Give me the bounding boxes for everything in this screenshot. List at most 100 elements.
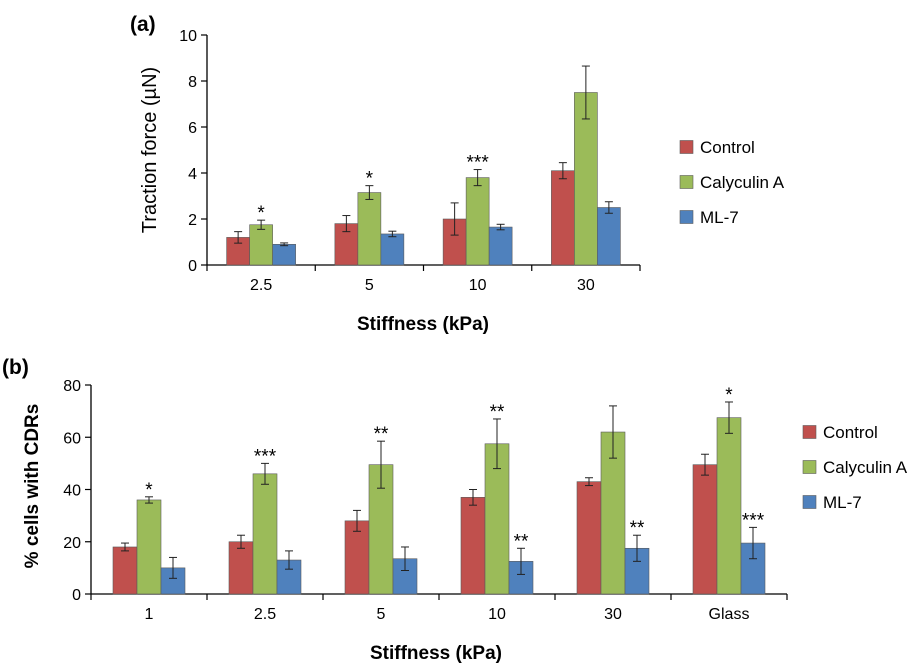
significance-ml-7-30-b: ** [630, 518, 645, 539]
bar-calyculin-a-2-5-b [252, 473, 278, 595]
x-tick-label-b: 10 [488, 606, 506, 623]
legend-swatch-control-a [679, 140, 694, 154]
x-tick-label-a: 30 [577, 277, 595, 294]
y-tick-label-b: 80 [63, 378, 81, 395]
error-bar-control-10-b [469, 489, 477, 506]
legend-item-ml-7-b: ML-7 [802, 493, 862, 512]
x-axis-title-a: Stiffness (kPa) [357, 314, 489, 335]
error-bar-ml-7-30-b [633, 534, 641, 562]
y-axis-ticks-b: 0 20 40 60 80 [63, 378, 91, 604]
bar-control-10-b [460, 497, 486, 595]
error-bar-ml-7-2-5-a [280, 242, 289, 247]
error-bar-calyculin-a-2-5-b [261, 462, 269, 485]
bar-ml-7-10-a [488, 226, 513, 266]
error-bar-calyculin-a-5-b [377, 440, 385, 489]
bar-control-30-a [551, 170, 575, 266]
significance-calyculin-a-5-a: * [366, 169, 374, 190]
error-bar-control-5-a [342, 215, 351, 233]
bar-control-1-b [112, 546, 138, 595]
x-tick-label-b: 30 [604, 606, 622, 623]
panel-label-a: (a) [130, 13, 156, 36]
legend-label-calyculin-a-b: Calyculin A [823, 458, 908, 477]
error-bar-ml-7-10-a [496, 223, 505, 231]
y-tick-label-b: 60 [63, 430, 81, 447]
y-tick-label-b: 20 [63, 535, 81, 552]
bar-control-2-5-b [228, 541, 254, 595]
error-bar-ml-7-2-5-b [285, 550, 293, 570]
error-bar-control-30-a [558, 162, 567, 180]
legend-item-ml-7-a: ML-7 [679, 208, 739, 227]
error-bar-control-2-5-b [237, 534, 245, 549]
significance-calyculin-a-2-5-b: *** [254, 446, 277, 467]
y-axis-ticks-a: 0 2 4 6 8 10 [179, 28, 207, 275]
x-tick-label-b: 2.5 [254, 606, 276, 623]
bar-calyculin-a-30-b [600, 431, 626, 595]
x-tick-label-a: 2.5 [250, 277, 272, 294]
legend-label-control-b: Control [823, 423, 878, 442]
error-bar-control-2-5-a [234, 231, 243, 244]
error-bar-ml-7-30-a [604, 201, 613, 214]
bar-calyculin-a-1-b [136, 499, 162, 595]
legend-label-calyculin-a-a: Calyculin A [700, 173, 785, 192]
x-tick-label-a: 5 [365, 277, 374, 294]
y-tick-label-a: 6 [188, 120, 197, 137]
error-bar-calyculin-a-30-a [581, 65, 590, 120]
legend-item-control-a: Control [679, 138, 755, 157]
y-axis-title-a: Traction force (µN) [139, 67, 161, 233]
x-tick-label-b: Glass [709, 606, 750, 623]
legend-label-ml-7-a: ML-7 [700, 208, 739, 227]
error-bar-ml-7-10-b [517, 547, 525, 575]
significance-calyculin-a-2-5-a: * [257, 203, 265, 224]
significance-calyculin-a-10-b: ** [490, 402, 505, 423]
bar-ml-7-5-a [380, 233, 405, 266]
bar-control-30-b [576, 481, 602, 595]
x-tick-label-a: 10 [469, 277, 487, 294]
error-bar-ml-7-5-a [388, 230, 397, 238]
bar-ml-7-30-a [597, 207, 621, 266]
error-bar-control-30-b [585, 477, 593, 487]
legend-label-control-a: Control [700, 138, 755, 157]
y-tick-label-a: 0 [188, 258, 197, 275]
significance-ml-7-10-b: ** [514, 531, 529, 552]
y-tick-label-b: 40 [63, 483, 81, 500]
bar-calyculin-a-10-a [465, 177, 490, 266]
error-bar-calyculin-a-5-a [365, 185, 374, 200]
significance-calyculin-a-1-b: * [145, 480, 153, 501]
bar-calyculin-a-5-a [357, 192, 382, 266]
legend-swatch-calyculin-a-b [802, 460, 817, 474]
y-tick-label-a: 10 [179, 28, 197, 45]
legend-b: Control Calyculin A ML-7 [802, 423, 908, 512]
bar-control-5-b [344, 520, 370, 595]
x-tick-label-b: 1 [145, 606, 154, 623]
panel-label-b: (b) [2, 356, 29, 379]
legend-item-calyculin-a-a: Calyculin A [679, 173, 785, 192]
error-bar-control-10-a [450, 202, 459, 236]
error-bar-calyculin-a-glass-b [725, 401, 733, 434]
error-bar-control-glass-b [701, 453, 709, 476]
legend-swatch-ml-7-b [802, 495, 817, 509]
legend-swatch-calyculin-a-a [679, 175, 694, 189]
error-bar-control-5-b [353, 509, 361, 532]
error-bar-ml-7-5-b [401, 546, 409, 571]
significance-calyculin-a-glass-b: * [725, 385, 733, 406]
y-tick-label-a: 4 [188, 166, 197, 183]
significance-ml-7-glass-b: *** [742, 510, 765, 531]
y-axis-title-b: % cells with CDRs [22, 404, 43, 569]
error-bar-ml-7-glass-b [749, 526, 757, 560]
bar-calyculin-a-glass-b [716, 417, 742, 595]
bar-ml-7-2-5-a [272, 244, 296, 266]
error-bar-calyculin-a-2-5-a [257, 219, 266, 230]
plot-area-a: 2.5 5 10 30***** [206, 35, 641, 294]
legend-item-calyculin-a-b: Calyculin A [802, 458, 908, 477]
error-bar-calyculin-a-10-b [493, 418, 501, 470]
x-axis-title-b: Stiffness (kPa) [370, 643, 502, 664]
plot-area-b: 1 2.5 5 10 30 Glass**************** [90, 385, 788, 623]
bar-control-glass-b [692, 464, 718, 595]
significance-calyculin-a-5-b: ** [374, 424, 389, 445]
legend-a: Control Calyculin A ML-7 [679, 138, 785, 227]
error-bar-calyculin-a-10-a [473, 169, 482, 187]
legend-swatch-ml-7-a [679, 210, 694, 224]
